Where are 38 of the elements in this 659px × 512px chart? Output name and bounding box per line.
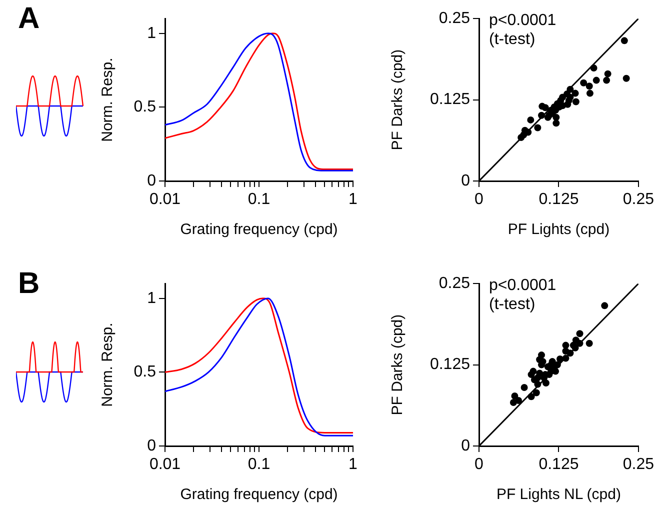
y-tick-label: 0	[461, 437, 470, 454]
y-axis-title: PF Darks (cpd)	[389, 49, 406, 150]
y-tick-label: 1	[147, 290, 156, 307]
chart-title: A	[18, 2, 40, 36]
annotation: (t-test)	[489, 31, 536, 48]
x-tick-label: 0.25	[622, 456, 654, 474]
chart-title: B	[18, 267, 40, 301]
y-tick-label: 1	[147, 24, 156, 42]
x-axis-title: PF Lights NL (cpd)	[496, 486, 621, 504]
y-axis-title: Norm. Resp.	[99, 58, 116, 142]
x-tick-label: 0.01	[149, 456, 181, 474]
x-tick-label: 0.125	[538, 191, 579, 208]
x-tick-label: 1	[348, 456, 358, 474]
annotation: p<0.0001	[489, 277, 556, 294]
y-tick-label: 0.25	[438, 10, 470, 28]
y-tick-label: 0.5	[134, 364, 156, 381]
y-axis-title: Norm. Resp.	[99, 322, 116, 407]
x-tick-label: 0.1	[248, 456, 270, 474]
x-axis-title: Grating frequency (cpd)	[180, 221, 338, 238]
y-tick-label: 0	[147, 437, 156, 454]
annotation: p<0.0001	[489, 12, 556, 30]
x-tick-label: 0.25	[622, 191, 654, 208]
y-tick-label: 0.5	[134, 98, 156, 116]
y-tick-label: 0.125	[430, 91, 470, 108]
y-tick-label: 0	[147, 172, 156, 190]
x-axis-title: Grating frequency (cpd)	[180, 486, 338, 504]
x-tick-label: 0	[474, 456, 484, 474]
x-tick-label: 1	[348, 191, 358, 208]
x-tick-label: 0.1	[248, 191, 270, 208]
y-tick-label: 0.25	[438, 275, 470, 292]
y-tick-label: 0.125	[430, 356, 470, 374]
y-axis-title: PF Darks (cpd)	[389, 314, 406, 416]
x-axis-title: PF Lights (cpd)	[508, 221, 610, 238]
x-tick-label: 0	[474, 191, 484, 208]
x-tick-label: 0.125	[538, 456, 579, 474]
annotation: (t-test)	[489, 296, 536, 314]
x-tick-label: 0.01	[149, 191, 181, 208]
y-tick-label: 0	[461, 172, 470, 190]
